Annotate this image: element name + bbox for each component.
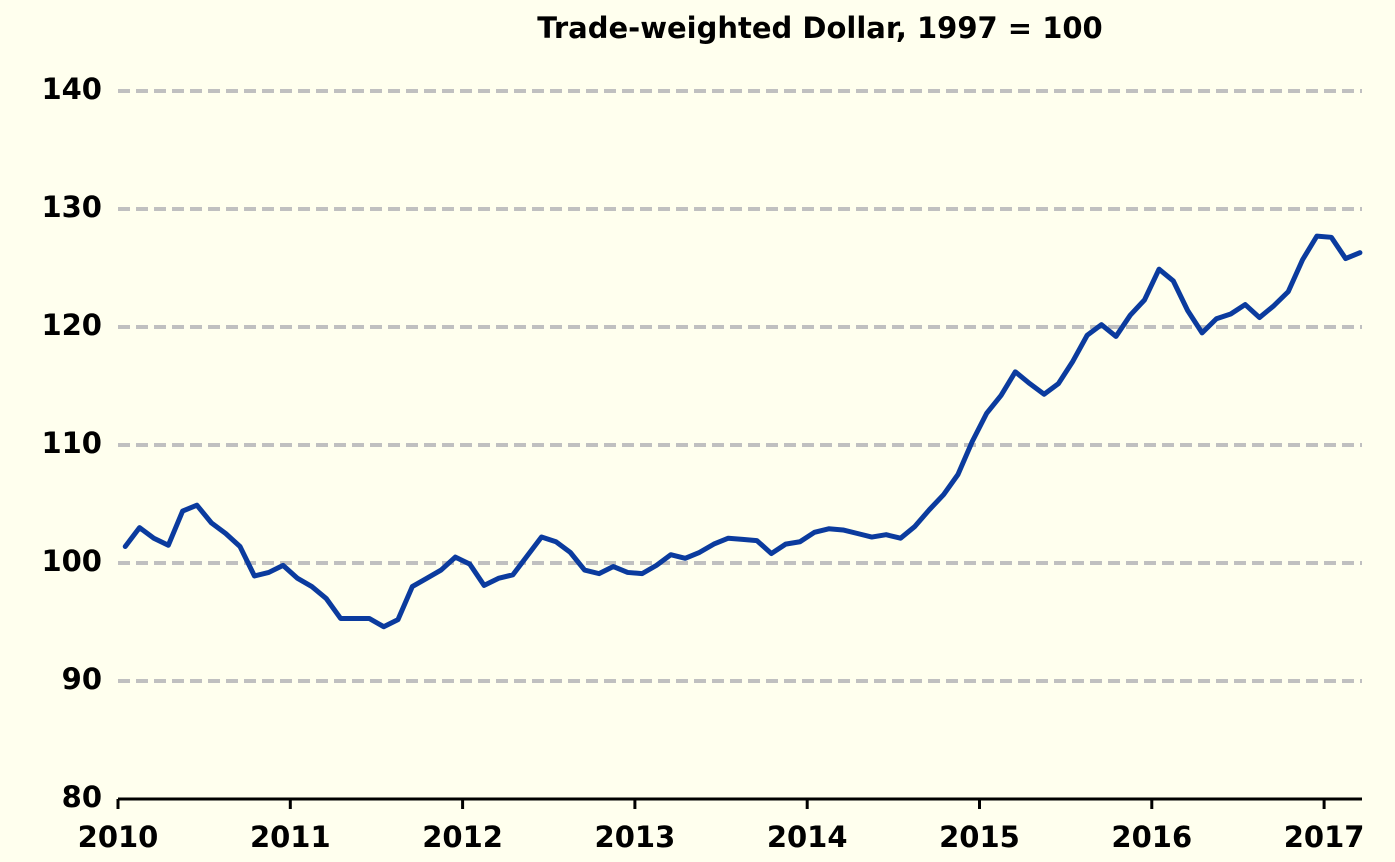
chart-title: Trade-weighted Dollar, 1997 = 100 [537,11,1102,45]
y-tick-label: 80 [62,780,102,814]
x-tick-label: 2013 [595,820,676,854]
x-tick-label: 2017 [1284,820,1365,854]
x-tick-label: 2016 [1111,820,1192,854]
y-tick-label: 100 [41,544,102,578]
y-tick-label: 90 [62,662,102,696]
x-tick-label: 2014 [767,820,848,854]
y-tick-label: 110 [41,426,102,460]
x-tick-label: 2010 [78,820,159,854]
x-tick-label: 2011 [250,820,331,854]
x-tick-label: 2015 [939,820,1020,854]
y-tick-label: 120 [41,308,102,342]
x-tick-label: 2012 [422,820,503,854]
line-series [122,233,1363,630]
y-tick-label: 130 [41,190,102,224]
y-tick-label: 140 [41,72,102,106]
